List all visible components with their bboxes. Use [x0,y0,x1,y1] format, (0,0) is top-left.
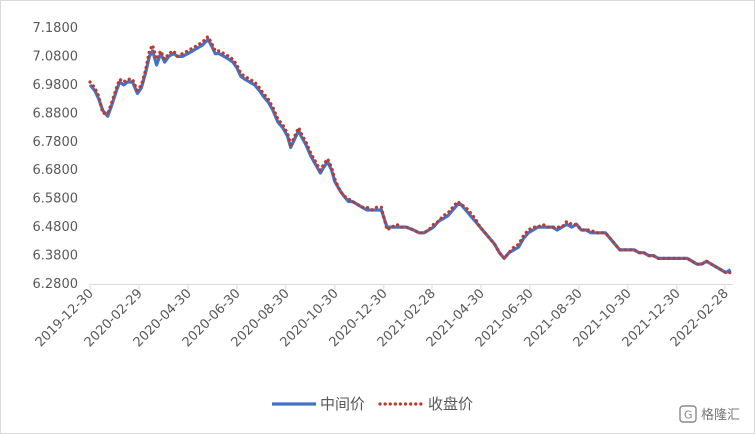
y-tick-label: 6.7800 [33,135,79,150]
y-tick-label: 6.5800 [33,192,79,207]
legend-label-0: 中间价 [320,395,365,413]
watermark-logo-icon [679,405,697,423]
watermark-logo-icon-glyph: G [684,409,693,422]
y-axis: 7.1800 7.0800 6.9800 6.8800 6.7800 6.6800 6.58… [33,21,79,292]
y-tick-label: 6.6800 [33,163,79,178]
y-tick-label: 6.2800 [33,277,79,292]
y-tick-label: 7.0800 [33,49,79,64]
legend-label-1: 收盘价 [428,395,473,413]
y-tick-label: 6.8800 [33,106,79,121]
y-tick-label: 6.3800 [33,249,79,264]
y-tick-label: 7.1800 [33,21,79,36]
series-line-1 [88,34,733,275]
watermark: G 格隆汇 [679,405,740,423]
plot-area [88,34,733,275]
y-tick-label: 6.4800 [33,220,79,235]
legend: 中间价 收盘价 [272,395,473,413]
watermark-text: 格隆汇 [701,407,740,423]
y-tick-label: 6.9800 [33,78,79,93]
